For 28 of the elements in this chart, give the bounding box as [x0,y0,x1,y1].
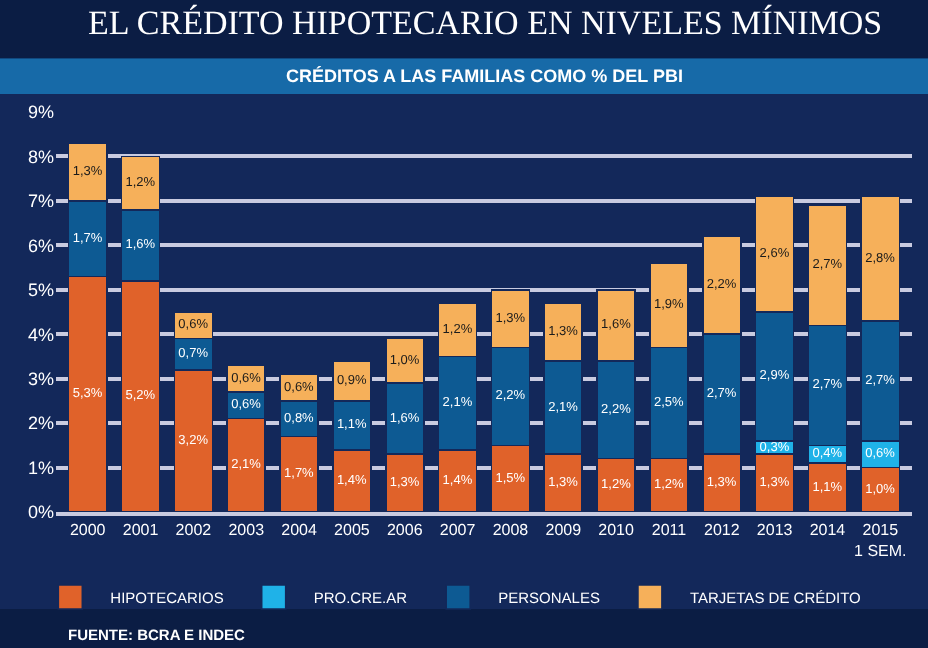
y-tick-label: 4% [27,324,54,345]
y-tick-label: 6% [27,235,54,256]
x-tick-label: 2009 [545,520,583,539]
x-tick-label: 2000 [69,520,107,539]
y-tick-label: 8% [27,146,54,167]
y-tick-label: 5% [27,280,54,301]
x-tick-label: 2005 [334,520,371,539]
x-tick-label: 2007 [439,520,477,539]
x-tick-label: 2011 [651,520,688,539]
y-tick-label: 2% [27,413,54,434]
x-tick-label: 2008 [492,520,530,539]
chart-title: EL CRÉDITO HIPOTECARIO EN NIVELES MÍNIMOS [88,4,883,42]
x-tick-label: 2012 [703,520,741,539]
chart-subtitle: CRÉDITOS A LAS FAMILIAS COMO % DEL PBI [286,66,684,86]
y-tick-label: 3% [27,368,54,389]
x-tick-label: 2004 [281,520,318,539]
y-tick-label: 7% [27,191,54,212]
x-tick-label: 2006 [386,520,424,539]
x-tick-label: 2013 [756,520,794,539]
y-tick-label: 1% [27,457,54,478]
x-tick-label: 2010 [598,520,635,539]
x-tick-label: 2001 [122,520,160,539]
x-tick-label: 2003 [228,520,266,539]
x-tick-label: 2002 [175,520,213,539]
x-tick-label: 2015 1 SEM. [854,520,907,560]
y-tick-label: 9% [27,102,54,123]
y-tick-label: 0% [27,502,54,523]
x-tick-label: 2014 [809,520,847,539]
